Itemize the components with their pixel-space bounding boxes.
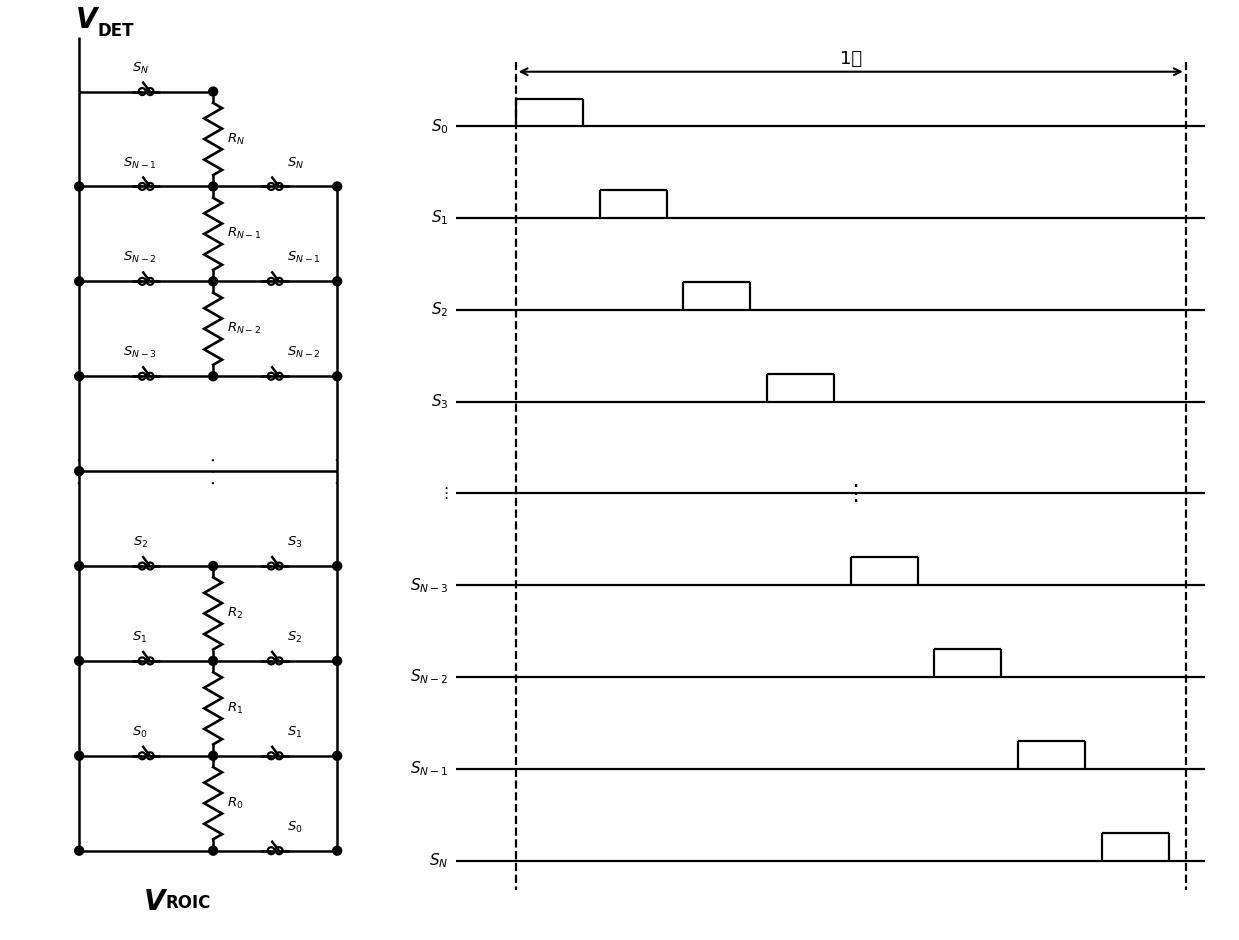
Text: $S_{N-3}$: $S_{N-3}$ bbox=[123, 345, 157, 360]
Circle shape bbox=[333, 561, 342, 571]
Text: $S_N$: $S_N$ bbox=[131, 60, 149, 76]
Text: · · ·: · · · bbox=[206, 457, 224, 485]
Text: DET: DET bbox=[97, 22, 134, 40]
Text: $S_{N-2}$: $S_{N-2}$ bbox=[410, 667, 449, 686]
Circle shape bbox=[208, 846, 218, 855]
Text: $S_{N-3}$: $S_{N-3}$ bbox=[410, 576, 449, 595]
Circle shape bbox=[208, 751, 218, 760]
Text: $S_1$: $S_1$ bbox=[431, 209, 449, 227]
Circle shape bbox=[333, 277, 342, 286]
Text: · · ·: · · · bbox=[330, 457, 348, 485]
Circle shape bbox=[74, 466, 84, 476]
Text: · · ·: · · · bbox=[72, 457, 90, 485]
Text: $S_3$: $S_3$ bbox=[431, 392, 449, 411]
Circle shape bbox=[74, 561, 84, 571]
Text: $\vdots$: $\vdots$ bbox=[844, 482, 857, 505]
Text: $R_0$: $R_0$ bbox=[227, 795, 244, 811]
Circle shape bbox=[208, 277, 218, 286]
Circle shape bbox=[333, 182, 342, 191]
Text: ROIC: ROIC bbox=[166, 894, 211, 913]
Text: $R_1$: $R_1$ bbox=[227, 701, 243, 716]
Text: $S_2$: $S_2$ bbox=[431, 301, 449, 320]
Text: $S_2$: $S_2$ bbox=[133, 535, 147, 550]
Text: $S_{N-1}$: $S_{N-1}$ bbox=[287, 250, 321, 265]
Text: $R_{N-1}$: $R_{N-1}$ bbox=[227, 227, 261, 242]
Circle shape bbox=[74, 656, 84, 666]
Circle shape bbox=[333, 371, 342, 381]
Text: $S_1$: $S_1$ bbox=[287, 725, 302, 740]
Circle shape bbox=[333, 751, 342, 760]
Text: 1帧: 1帧 bbox=[840, 50, 862, 68]
Text: $S_0$: $S_0$ bbox=[133, 725, 147, 740]
Text: $R_{N-2}$: $R_{N-2}$ bbox=[227, 321, 261, 337]
Text: $S_N$: $S_N$ bbox=[287, 155, 304, 170]
Text: $S_0$: $S_0$ bbox=[287, 820, 302, 835]
Text: $R_N$: $R_N$ bbox=[227, 132, 245, 147]
Circle shape bbox=[208, 371, 218, 381]
Text: $S_{N-2}$: $S_{N-2}$ bbox=[287, 345, 321, 360]
Text: $R_2$: $R_2$ bbox=[227, 606, 243, 621]
Circle shape bbox=[74, 371, 84, 381]
Text: $S_{N-1}$: $S_{N-1}$ bbox=[410, 760, 449, 778]
Circle shape bbox=[208, 561, 218, 571]
Circle shape bbox=[74, 182, 84, 191]
Text: $S_1$: $S_1$ bbox=[133, 630, 147, 645]
Text: $S_3$: $S_3$ bbox=[287, 535, 302, 550]
Circle shape bbox=[208, 656, 218, 666]
Text: V: V bbox=[77, 6, 98, 34]
Text: $S_2$: $S_2$ bbox=[287, 630, 302, 645]
Text: $\vdots$: $\vdots$ bbox=[437, 485, 449, 501]
Circle shape bbox=[74, 277, 84, 286]
Circle shape bbox=[74, 751, 84, 760]
Text: $S_0$: $S_0$ bbox=[430, 117, 449, 135]
Text: V: V bbox=[144, 888, 165, 916]
Circle shape bbox=[333, 846, 342, 855]
Circle shape bbox=[208, 182, 218, 191]
Text: $S_N$: $S_N$ bbox=[429, 852, 449, 870]
Circle shape bbox=[74, 846, 84, 855]
Circle shape bbox=[333, 656, 342, 666]
Circle shape bbox=[208, 87, 218, 96]
Text: $S_{N-1}$: $S_{N-1}$ bbox=[124, 155, 157, 170]
Text: $S_{N-2}$: $S_{N-2}$ bbox=[124, 250, 157, 265]
